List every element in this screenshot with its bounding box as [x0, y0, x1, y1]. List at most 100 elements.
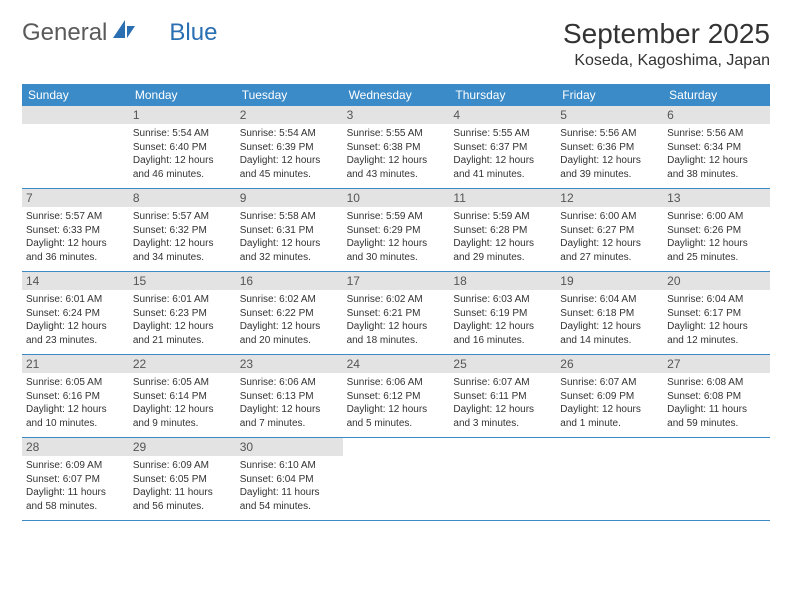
day-details: Sunrise: 5:56 AMSunset: 6:34 PMDaylight:… [667, 127, 766, 181]
day-cell: 21 Sunrise: 6:05 AMSunset: 6:16 PMDayligh… [22, 355, 129, 437]
day-details: Sunrise: 6:02 AMSunset: 6:21 PMDaylight:… [347, 293, 446, 347]
day-details: Sunrise: 5:54 AMSunset: 6:39 PMDaylight:… [240, 127, 339, 181]
month-title: September 2025 [563, 18, 770, 50]
day-cell [449, 438, 556, 520]
weekday-header: Tuesday [236, 84, 343, 106]
day-details: Sunrise: 6:00 AMSunset: 6:26 PMDaylight:… [667, 210, 766, 264]
day-cell: 30 Sunrise: 6:10 AMSunset: 6:04 PMDayligh… [236, 438, 343, 520]
weekday-header: Sunday [22, 84, 129, 106]
day-cell: 7 Sunrise: 5:57 AMSunset: 6:33 PMDaylight… [22, 189, 129, 271]
day-number: 27 [663, 355, 770, 373]
day-details: Sunrise: 6:05 AMSunset: 6:16 PMDaylight:… [26, 376, 125, 430]
weekday-header: Friday [556, 84, 663, 106]
day-cell: 17Sunrise: 6:02 AMSunset: 6:21 PMDayligh… [343, 272, 450, 354]
day-number: 12 [556, 189, 663, 207]
day-cell: 16Sunrise: 6:02 AMSunset: 6:22 PMDayligh… [236, 272, 343, 354]
sail-icon [111, 18, 137, 47]
day-number: 15 [129, 272, 236, 290]
day-details: Sunrise: 6:09 AMSunset: 6:07 PMDaylight:… [26, 459, 125, 513]
day-number: 13 [663, 189, 770, 207]
location: Koseda, Kagoshima, Japan [563, 52, 770, 70]
day-details: Sunrise: 6:01 AMSunset: 6:23 PMDaylight:… [133, 293, 232, 347]
day-cell: 29 Sunrise: 6:09 AMSunset: 6:05 PMDayligh… [129, 438, 236, 520]
day-cell [556, 438, 663, 520]
day-details: Sunrise: 5:58 AMSunset: 6:31 PMDaylight:… [240, 210, 339, 264]
day-details: Sunrise: 6:06 AMSunset: 6:12 PMDaylight:… [347, 376, 446, 430]
weekday-header: Saturday [663, 84, 770, 106]
day-cell: 11 Sunrise: 5:59 AMSunset: 6:28 PMDayligh… [449, 189, 556, 271]
day-details: Sunrise: 5:57 AMSunset: 6:33 PMDaylight:… [26, 210, 125, 264]
day-number: 7 [22, 189, 129, 207]
day-number: 3 [343, 106, 450, 124]
day-number: 11 [449, 189, 556, 207]
day-cell: 2 Sunrise: 5:54 AMSunset: 6:39 PMDaylight… [236, 106, 343, 188]
day-cell: 18 Sunrise: 6:03 AMSunset: 6:19 PMDayligh… [449, 272, 556, 354]
day-cell: 5Sunrise: 5:56 AMSunset: 6:36 PMDaylight… [556, 106, 663, 188]
weekday-header: Thursday [449, 84, 556, 106]
day-number: 19 [556, 272, 663, 290]
day-details: Sunrise: 6:05 AMSunset: 6:14 PMDaylight:… [133, 376, 232, 430]
day-number: 24 [343, 355, 450, 373]
day-cell [343, 438, 450, 520]
day-number: 21 [22, 355, 129, 373]
day-cell: 26 Sunrise: 6:07 AMSunset: 6:09 PMDayligh… [556, 355, 663, 437]
day-cell: 6 Sunrise: 5:56 AMSunset: 6:34 PMDaylight… [663, 106, 770, 188]
day-cell: 14 Sunrise: 6:01 AMSunset: 6:24 PMDayligh… [22, 272, 129, 354]
day-cell: 3 Sunrise: 5:55 AMSunset: 6:38 PMDaylight… [343, 106, 450, 188]
weekday-header: Wednesday [343, 84, 450, 106]
logo-text-1: General [22, 19, 107, 47]
day-details: Sunrise: 6:07 AMSunset: 6:11 PMDaylight:… [453, 376, 552, 430]
day-details: Sunrise: 5:54 AMSunset: 6:40 PMDaylight:… [133, 127, 232, 181]
day-cell: 28Sunrise: 6:09 AMSunset: 6:07 PMDayligh… [22, 438, 129, 520]
calendar: SundayMondayTuesdayWednesdayThursdayFrid… [22, 84, 770, 521]
day-number: 6 [663, 106, 770, 124]
day-details: Sunrise: 5:57 AMSunset: 6:32 PMDaylight:… [133, 210, 232, 264]
day-details: Sunrise: 6:08 AMSunset: 6:08 PMDaylight:… [667, 376, 766, 430]
day-number: 1 [129, 106, 236, 124]
day-cell: 20Sunrise: 6:04 AMSunset: 6:17 PMDayligh… [663, 272, 770, 354]
title-block: September 2025 Koseda, Kagoshima, Japan [563, 18, 770, 70]
day-cell: 23 Sunrise: 6:06 AMSunset: 6:13 PMDayligh… [236, 355, 343, 437]
day-details: Sunrise: 6:02 AMSunset: 6:22 PMDaylight:… [240, 293, 339, 347]
day-cell: 13 Sunrise: 6:00 AMSunset: 6:26 PMDayligh… [663, 189, 770, 271]
day-cell: 10Sunrise: 5:59 AMSunset: 6:29 PMDayligh… [343, 189, 450, 271]
day-number: 18 [449, 272, 556, 290]
day-details: Sunrise: 6:06 AMSunset: 6:13 PMDaylight:… [240, 376, 339, 430]
week-row: 21 Sunrise: 6:05 AMSunset: 6:16 PMDayligh… [22, 355, 770, 438]
day-number: 23 [236, 355, 343, 373]
logo: General Blue [22, 18, 217, 47]
day-details: Sunrise: 5:59 AMSunset: 6:29 PMDaylight:… [347, 210, 446, 264]
day-details: Sunrise: 6:07 AMSunset: 6:09 PMDaylight:… [560, 376, 659, 430]
day-details: Sunrise: 6:01 AMSunset: 6:24 PMDaylight:… [26, 293, 125, 347]
day-details: Sunrise: 6:10 AMSunset: 6:04 PMDaylight:… [240, 459, 339, 513]
day-details: Sunrise: 6:00 AMSunset: 6:27 PMDaylight:… [560, 210, 659, 264]
day-cell: 24 Sunrise: 6:06 AMSunset: 6:12 PMDayligh… [343, 355, 450, 437]
day-number: 4 [449, 106, 556, 124]
week-row: 7 Sunrise: 5:57 AMSunset: 6:33 PMDaylight… [22, 189, 770, 272]
day-number: 26 [556, 355, 663, 373]
day-number: 14 [22, 272, 129, 290]
day-cell: 8 Sunrise: 5:57 AMSunset: 6:32 PMDaylight… [129, 189, 236, 271]
day-cell [22, 106, 129, 188]
weekday-header-row: SundayMondayTuesdayWednesdayThursdayFrid… [22, 84, 770, 106]
day-number: 30 [236, 438, 343, 456]
week-row: 1 Sunrise: 5:54 AMSunset: 6:40 PMDaylight… [22, 106, 770, 189]
day-cell: 22Sunrise: 6:05 AMSunset: 6:14 PMDayligh… [129, 355, 236, 437]
weeks-container: 1 Sunrise: 5:54 AMSunset: 6:40 PMDaylight… [22, 106, 770, 521]
day-number: 25 [449, 355, 556, 373]
day-details: Sunrise: 5:55 AMSunset: 6:38 PMDaylight:… [347, 127, 446, 181]
day-number: 8 [129, 189, 236, 207]
day-details: Sunrise: 6:04 AMSunset: 6:18 PMDaylight:… [560, 293, 659, 347]
day-cell: 15 Sunrise: 6:01 AMSunset: 6:23 PMDayligh… [129, 272, 236, 354]
day-details: Sunrise: 5:59 AMSunset: 6:28 PMDaylight:… [453, 210, 552, 264]
day-cell: 9 Sunrise: 5:58 AMSunset: 6:31 PMDaylight… [236, 189, 343, 271]
day-details: Sunrise: 5:55 AMSunset: 6:37 PMDaylight:… [453, 127, 552, 181]
day-number: 2 [236, 106, 343, 124]
day-details: Sunrise: 6:03 AMSunset: 6:19 PMDaylight:… [453, 293, 552, 347]
day-details: Sunrise: 6:09 AMSunset: 6:05 PMDaylight:… [133, 459, 232, 513]
day-details: Sunrise: 6:04 AMSunset: 6:17 PMDaylight:… [667, 293, 766, 347]
weekday-header: Monday [129, 84, 236, 106]
day-number: 9 [236, 189, 343, 207]
day-cell: 1 Sunrise: 5:54 AMSunset: 6:40 PMDaylight… [129, 106, 236, 188]
day-number: 29 [129, 438, 236, 456]
